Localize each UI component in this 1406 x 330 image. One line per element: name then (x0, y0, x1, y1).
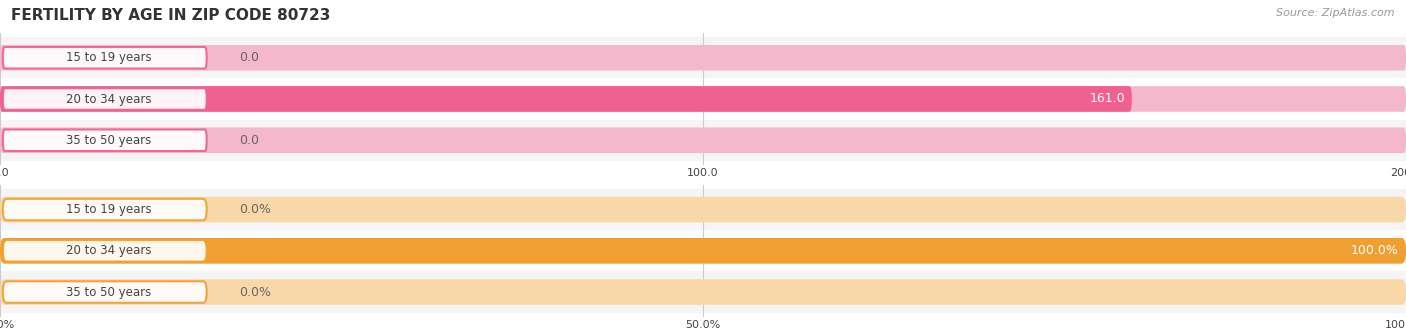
FancyBboxPatch shape (0, 279, 1406, 305)
FancyBboxPatch shape (0, 238, 1406, 264)
FancyBboxPatch shape (3, 281, 207, 303)
Text: Source: ZipAtlas.com: Source: ZipAtlas.com (1277, 8, 1395, 18)
Bar (0, 189, 1406, 230)
Bar (0, 230, 1406, 271)
FancyBboxPatch shape (0, 197, 1406, 222)
Text: 100.0%: 100.0% (1351, 244, 1399, 257)
FancyBboxPatch shape (3, 199, 207, 220)
FancyBboxPatch shape (0, 86, 1406, 112)
Text: 15 to 19 years: 15 to 19 years (66, 203, 152, 216)
Text: 20 to 34 years: 20 to 34 years (66, 92, 152, 106)
Text: FERTILITY BY AGE IN ZIP CODE 80723: FERTILITY BY AGE IN ZIP CODE 80723 (11, 8, 330, 23)
Bar (0, 79, 1406, 120)
FancyBboxPatch shape (3, 129, 207, 151)
Text: 35 to 50 years: 35 to 50 years (66, 285, 152, 299)
FancyBboxPatch shape (0, 238, 1406, 264)
FancyBboxPatch shape (0, 127, 1406, 153)
FancyBboxPatch shape (3, 88, 207, 110)
Text: 0.0%: 0.0% (239, 285, 271, 299)
Text: 35 to 50 years: 35 to 50 years (66, 134, 152, 147)
Text: 15 to 19 years: 15 to 19 years (66, 51, 152, 64)
Bar (0, 120, 1406, 161)
Text: 20 to 34 years: 20 to 34 years (66, 244, 152, 257)
Bar (0, 271, 1406, 313)
Bar (0, 37, 1406, 79)
Text: 0.0%: 0.0% (239, 203, 271, 216)
Text: 0.0: 0.0 (239, 51, 259, 64)
FancyBboxPatch shape (3, 47, 207, 69)
FancyBboxPatch shape (0, 45, 1406, 71)
FancyBboxPatch shape (3, 240, 207, 262)
FancyBboxPatch shape (0, 86, 1132, 112)
Text: 161.0: 161.0 (1090, 92, 1125, 106)
Text: 0.0: 0.0 (239, 134, 259, 147)
